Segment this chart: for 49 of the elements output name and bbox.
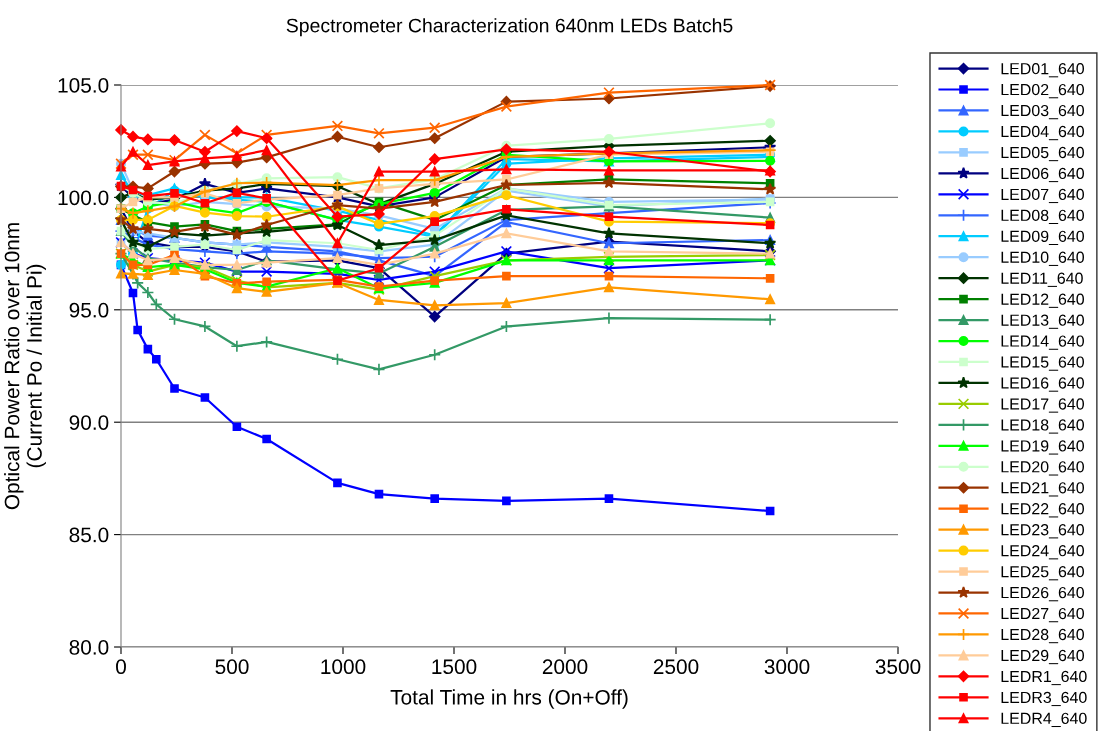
x-tick-label: 1000: [321, 659, 366, 675]
legend-label: LED02_640: [1001, 83, 1085, 99]
x-axis-title: Total Time in hrs (On+Off): [390, 689, 628, 709]
legend-label: LED12_640: [1001, 293, 1085, 308]
legend-label: LED26_640: [1001, 586, 1085, 602]
y-tick-label: 105.0: [58, 78, 109, 93]
legend-label: LED17_640: [1001, 398, 1085, 413]
legend-label: LEDR1_640: [1001, 670, 1087, 686]
legend-label: LED21_640: [1001, 482, 1085, 497]
x-tick-label: 2500: [653, 659, 699, 675]
legend-label: LED28_640: [1001, 628, 1085, 644]
y-tick-label: 95.0: [69, 302, 109, 318]
y-tick-label: 80.0: [69, 640, 109, 655]
legend-label: LEDR4_640: [1001, 712, 1087, 728]
legend-label: LED25_640: [1001, 566, 1085, 581]
legend-label: LED09_640: [1001, 230, 1085, 245]
legend-label: LED29_640: [1001, 649, 1085, 665]
legend-label: LED19_640: [1001, 440, 1085, 455]
legend-label: LED16_640: [1001, 377, 1085, 392]
legend-label: LED22_640: [1001, 503, 1085, 518]
legend-label: LED06_640: [1001, 167, 1085, 183]
legend-label: LED23_640: [1001, 524, 1085, 539]
legend-label: LED05_640: [1001, 146, 1085, 162]
x-tick-label: 500: [215, 659, 249, 675]
x-tick-label: 2000: [542, 659, 588, 675]
x-tick-label: 0: [116, 659, 126, 675]
legend-label: LED08_640: [1001, 209, 1085, 225]
legend-label: LED27_640: [1001, 607, 1085, 623]
legend-label: LED20_640: [1001, 461, 1085, 476]
legend-label: LED01_640: [1001, 62, 1085, 78]
legend-label: LEDR3_640: [1001, 691, 1087, 707]
legend-label: LED15_640: [1001, 356, 1085, 371]
chart-title: Spectrometer Characterization 640nm LEDs Batch5: [286, 18, 733, 37]
legend-label: LED11_640: [1001, 272, 1083, 287]
legend-label: LED10_640: [1001, 251, 1085, 266]
legend-label: LED14_640: [1001, 335, 1085, 350]
y-axis-title: Optical Power Ratio over 10nm (Current Po / Initial Pi): [4, 223, 46, 510]
legend-label: LED13_640: [1001, 314, 1085, 329]
x-tick-label: 3000: [764, 659, 810, 675]
x-tick-label: 3500: [875, 659, 921, 675]
legend-label: LED07_640: [1001, 188, 1085, 204]
legend-label: LED18_640: [1001, 419, 1085, 434]
y-tick-label: 85.0: [69, 527, 109, 543]
y-tick-label: 90.0: [69, 415, 109, 430]
legend-label: LED24_640: [1001, 545, 1085, 560]
legend-label: LED04_640: [1001, 125, 1085, 141]
y-tick-label: 100.0: [58, 190, 109, 206]
legend-label: LED03_640: [1001, 104, 1085, 120]
x-tick-label: 1500: [432, 659, 477, 675]
